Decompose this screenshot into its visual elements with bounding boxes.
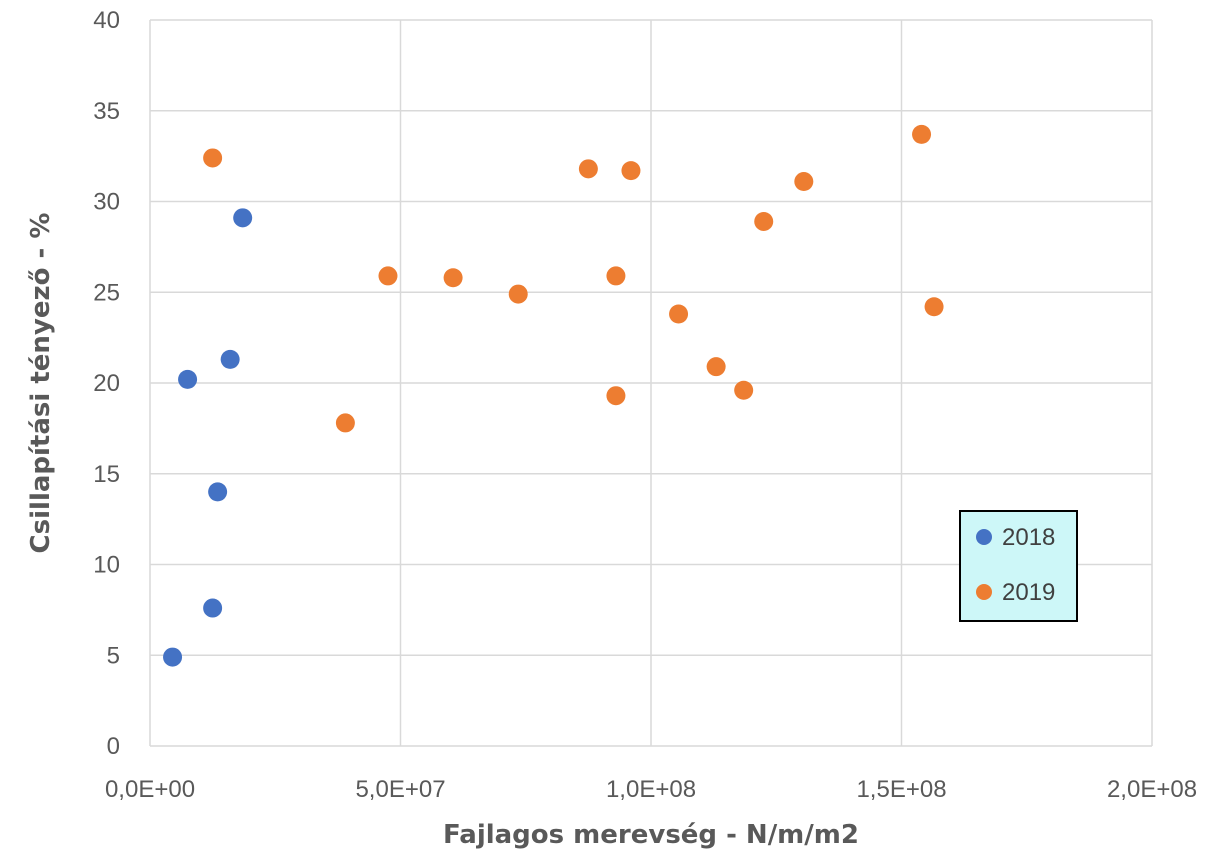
y-tick-label: 10 [93,552,120,579]
data-point-2019 [706,357,726,377]
y-axis-title: Csillapítási tényező - % [26,213,56,554]
data-point-2019 [754,211,774,231]
legend-box [959,510,1078,622]
data-point-2019 [669,304,689,324]
data-point-2018 [233,208,253,228]
y-tick-label: 30 [93,189,120,216]
data-point-2019 [734,380,754,400]
y-tick-label: 35 [93,98,120,125]
data-point-2018 [203,598,223,618]
y-tick-label: 25 [93,279,120,306]
x-tick-label: 1,0E+08 [606,776,696,803]
legend-label-2018: 2018 [1002,524,1055,551]
y-tick-label: 20 [93,370,120,397]
data-point-2018 [220,349,240,369]
data-point-2019 [508,284,528,304]
x-tick-label: 0,0E+00 [105,776,195,803]
data-point-2018 [208,482,228,502]
data-point-2019 [924,297,944,317]
data-point-2019 [606,386,626,406]
data-point-2019 [606,266,626,286]
legend-marker-2019 [976,584,992,600]
x-tick-label: 1,5E+08 [856,776,946,803]
data-point-2019 [794,172,814,192]
data-point-2019 [443,268,463,288]
y-tick-label: 40 [93,7,120,34]
legend-marker-2018 [976,529,992,545]
data-point-2018 [178,369,198,389]
data-points [163,124,944,667]
gridlines [149,19,1153,747]
data-point-2019 [912,124,932,144]
data-point-2019 [621,161,641,181]
data-point-2019 [378,266,398,286]
y-tick-label: 0 [107,733,120,760]
y-tick-label: 15 [93,461,120,488]
data-point-2019 [203,148,223,168]
data-point-2019 [335,413,355,433]
data-point-2018 [163,647,183,667]
x-axis-title: Fajlagos merevség - N/m/m2 [443,820,859,850]
y-axis-ticks: 0 5 10 15 20 25 30 35 40 [93,7,120,760]
data-point-2019 [578,159,598,179]
legend-label-2019: 2019 [1002,579,1055,606]
y-tick-label: 5 [107,642,120,669]
x-tick-label: 5,0E+07 [355,776,445,803]
legend: 2018 2019 [959,510,1078,622]
x-tick-label: 2,0E+08 [1107,776,1197,803]
x-axis-ticks: 0,0E+00 5,0E+07 1,0E+08 1,5E+08 2,0E+08 [105,776,1197,803]
